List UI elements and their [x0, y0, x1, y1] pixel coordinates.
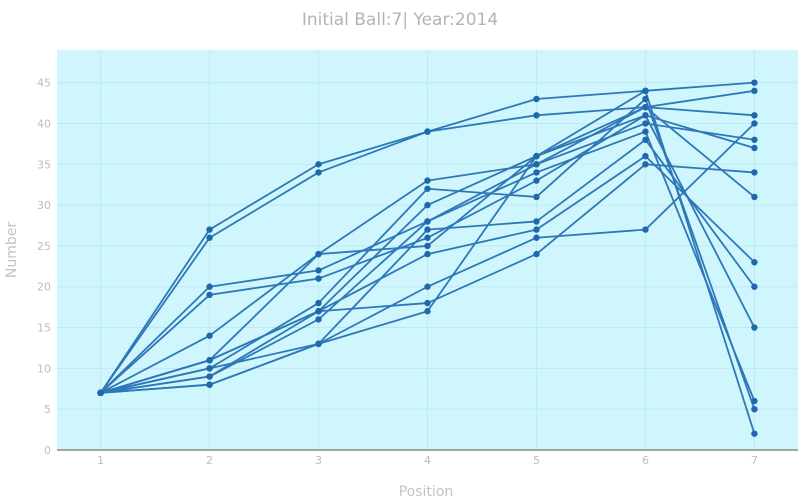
data-point [642, 112, 649, 119]
y-tick-label: 25 [37, 240, 51, 253]
y-tick-labels: 0 5 10 15 20 25 30 35 40 45 [37, 77, 51, 457]
data-point [206, 381, 213, 388]
data-point [206, 283, 213, 290]
y-tick-label: 20 [37, 281, 51, 294]
data-point [751, 87, 758, 95]
chart-title: Initial Ball:7| Year:2014 [302, 10, 498, 30]
x-gridlines [100, 50, 755, 450]
x-tick-labels: 1 2 3 4 5 6 7 [97, 454, 758, 467]
data-point [642, 87, 649, 95]
data-point [751, 79, 758, 86]
data-point [424, 185, 431, 192]
y-tick-label: 0 [44, 444, 51, 457]
data-point [424, 226, 431, 233]
y-tick-label: 5 [44, 403, 51, 416]
data-point [751, 283, 758, 290]
data-point [533, 161, 540, 168]
data-point [533, 218, 540, 225]
data-point [642, 136, 649, 143]
data-point [642, 161, 649, 168]
data-point [315, 299, 322, 307]
data-point [424, 177, 431, 184]
data-point [533, 95, 540, 103]
data-point [315, 161, 322, 168]
data-point [424, 201, 431, 209]
data-point [751, 136, 758, 143]
data-point [533, 112, 540, 119]
data-point [97, 389, 104, 397]
data-point [315, 250, 322, 258]
data-point [206, 357, 213, 364]
data-point [751, 169, 758, 176]
x-tick-label: 4 [424, 454, 431, 467]
data-point [533, 193, 540, 201]
data-point [751, 430, 758, 437]
data-point [533, 234, 540, 241]
data-point [424, 308, 431, 315]
series-group [97, 79, 758, 437]
data-point [533, 177, 540, 184]
data-point [424, 234, 431, 241]
data-point [424, 128, 431, 135]
data-point [533, 169, 540, 176]
data-point [315, 340, 322, 348]
data-point [315, 316, 322, 323]
data-point [206, 365, 213, 372]
y-tick-label: 35 [37, 158, 51, 171]
data-point [751, 112, 758, 119]
data-point [206, 373, 213, 380]
data-point [424, 250, 431, 258]
data-point [751, 324, 758, 331]
data-point [206, 332, 213, 339]
data-point [424, 299, 431, 307]
data-point [424, 218, 431, 225]
data-point [533, 226, 540, 233]
data-point [751, 144, 758, 152]
data-point [315, 267, 322, 274]
x-tick-label: 3 [315, 454, 322, 467]
y-tick-label: 15 [37, 322, 51, 335]
data-point [642, 226, 649, 233]
data-point [315, 169, 322, 176]
x-tick-label: 1 [97, 454, 104, 467]
data-point [642, 120, 649, 127]
data-point [751, 259, 758, 266]
x-tick-label: 5 [533, 454, 540, 467]
data-point [533, 250, 540, 258]
data-point [642, 152, 649, 160]
data-point [206, 291, 213, 299]
x-axis-label: Position [399, 484, 454, 500]
data-point [424, 283, 431, 290]
data-point [206, 234, 213, 241]
data-point [206, 226, 213, 233]
x-tick-label: 7 [751, 454, 758, 467]
y-tick-label: 40 [37, 117, 51, 130]
data-point [751, 405, 758, 413]
data-point [315, 308, 322, 315]
data-point [642, 128, 649, 135]
data-point [424, 242, 431, 250]
x-tick-label: 2 [206, 454, 213, 467]
y-tick-label: 30 [37, 199, 51, 212]
data-point [642, 95, 649, 103]
y-tick-label: 10 [37, 362, 51, 375]
y-axis-label: Number [4, 222, 20, 278]
data-point [533, 152, 540, 160]
data-point [751, 397, 758, 405]
series-14 [97, 152, 758, 397]
y-tick-label: 45 [37, 77, 51, 90]
x-tick-label: 6 [642, 454, 649, 467]
data-point [751, 193, 758, 201]
data-point [315, 275, 322, 282]
data-point [751, 120, 758, 127]
